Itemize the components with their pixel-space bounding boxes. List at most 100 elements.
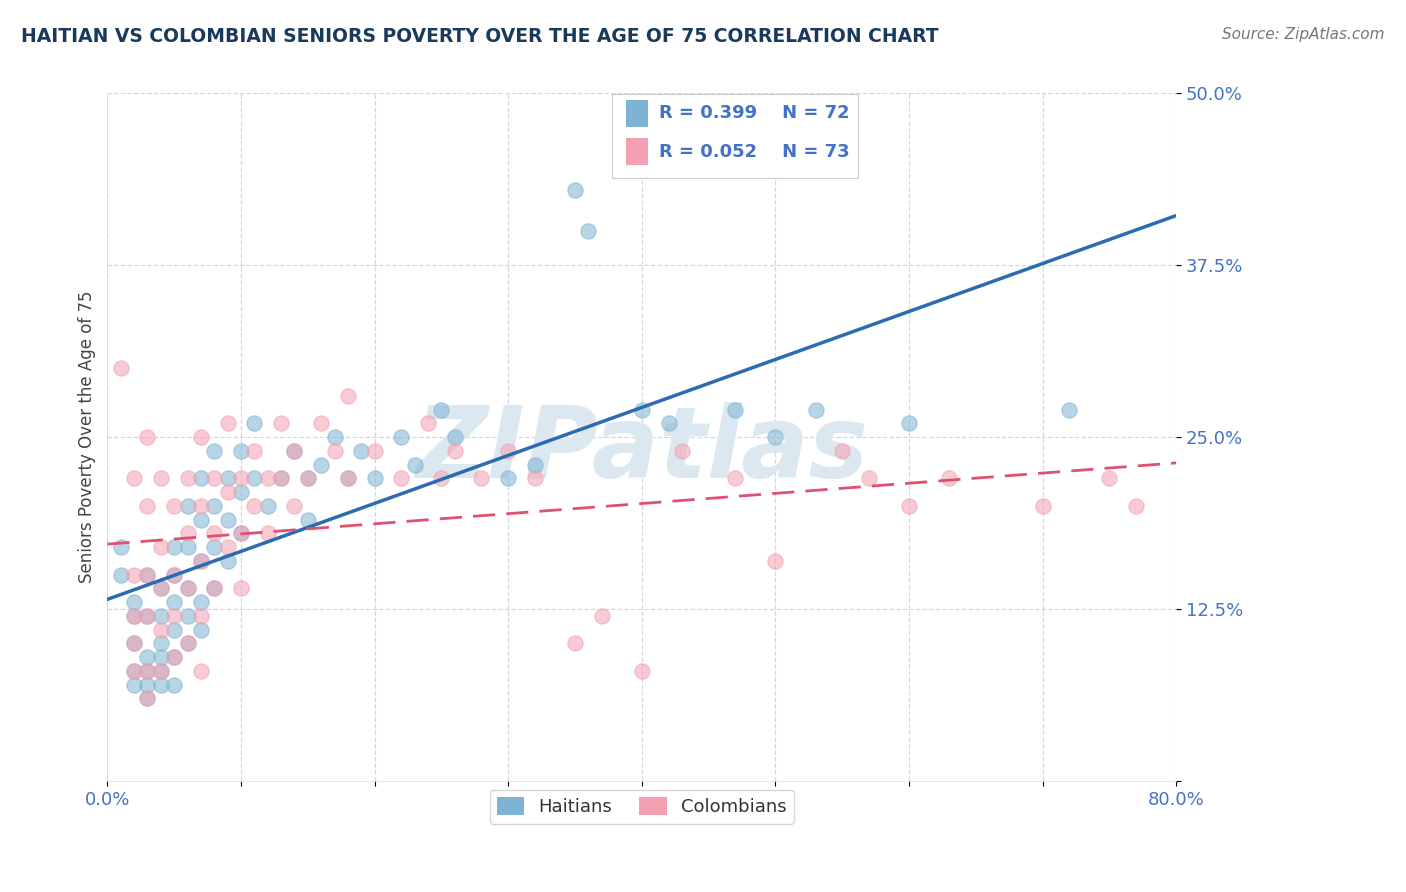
Point [496,444,519,458]
Point [323,444,346,458]
Point [122,609,145,624]
Point [1032,499,1054,513]
Point [256,471,278,485]
Point [149,664,172,678]
Point [202,444,225,458]
Point [523,458,546,472]
Point [122,636,145,650]
Point [122,567,145,582]
Point [724,402,747,417]
Point [136,499,159,513]
Point [163,595,186,609]
Point [136,691,159,706]
Point [136,567,159,582]
Point [229,582,252,596]
Point [176,499,198,513]
Point [136,664,159,678]
Point [217,554,239,568]
Point [190,609,212,624]
Point [149,609,172,624]
Point [122,636,145,650]
Point [336,389,359,403]
Point [176,636,198,650]
Point [176,471,198,485]
Point [243,444,266,458]
Point [217,485,239,500]
Point [229,471,252,485]
Point [283,499,305,513]
Point [443,430,465,444]
Point [110,567,132,582]
Point [1059,402,1081,417]
Point [122,471,145,485]
Point [831,444,853,458]
Point [416,417,439,431]
Point [243,471,266,485]
Point [110,540,132,554]
Point [149,540,172,554]
Point [564,183,586,197]
Point [217,417,239,431]
Point [496,471,519,485]
Point [136,678,159,692]
Point [858,471,880,485]
Point [136,567,159,582]
Point [149,636,172,650]
Point [404,458,426,472]
Point [283,444,305,458]
Point [190,513,212,527]
Point [217,513,239,527]
Point [176,609,198,624]
Point [202,540,225,554]
Point [270,471,292,485]
Point [136,664,159,678]
Point [336,471,359,485]
Point [938,471,960,485]
Point [136,430,159,444]
Point [363,444,385,458]
Point [309,458,332,472]
Point [190,499,212,513]
Point [202,471,225,485]
Point [122,664,145,678]
Point [765,554,787,568]
Point [576,224,599,238]
Point [243,499,266,513]
Point [202,526,225,541]
Point [564,636,586,650]
Point [163,609,186,624]
Point [229,444,252,458]
Point [309,417,332,431]
Point [202,499,225,513]
Point [163,567,186,582]
Point [190,471,212,485]
Point [256,526,278,541]
Text: Source: ZipAtlas.com: Source: ZipAtlas.com [1222,27,1385,42]
Point [163,567,186,582]
Point [443,444,465,458]
Point [389,471,412,485]
Point [217,540,239,554]
Point [229,526,252,541]
Point [149,471,172,485]
Point [149,582,172,596]
Point [163,650,186,665]
Point [149,582,172,596]
Point [336,471,359,485]
Point [122,664,145,678]
Point [323,430,346,444]
Point [122,595,145,609]
Point [363,471,385,485]
Point [176,582,198,596]
Point [136,609,159,624]
Point [470,471,492,485]
Point [190,623,212,637]
Point [591,609,613,624]
Point [176,526,198,541]
Point [163,678,186,692]
Point [1125,499,1147,513]
Point [229,526,252,541]
Point [297,471,319,485]
Point [523,471,546,485]
Point [804,402,827,417]
